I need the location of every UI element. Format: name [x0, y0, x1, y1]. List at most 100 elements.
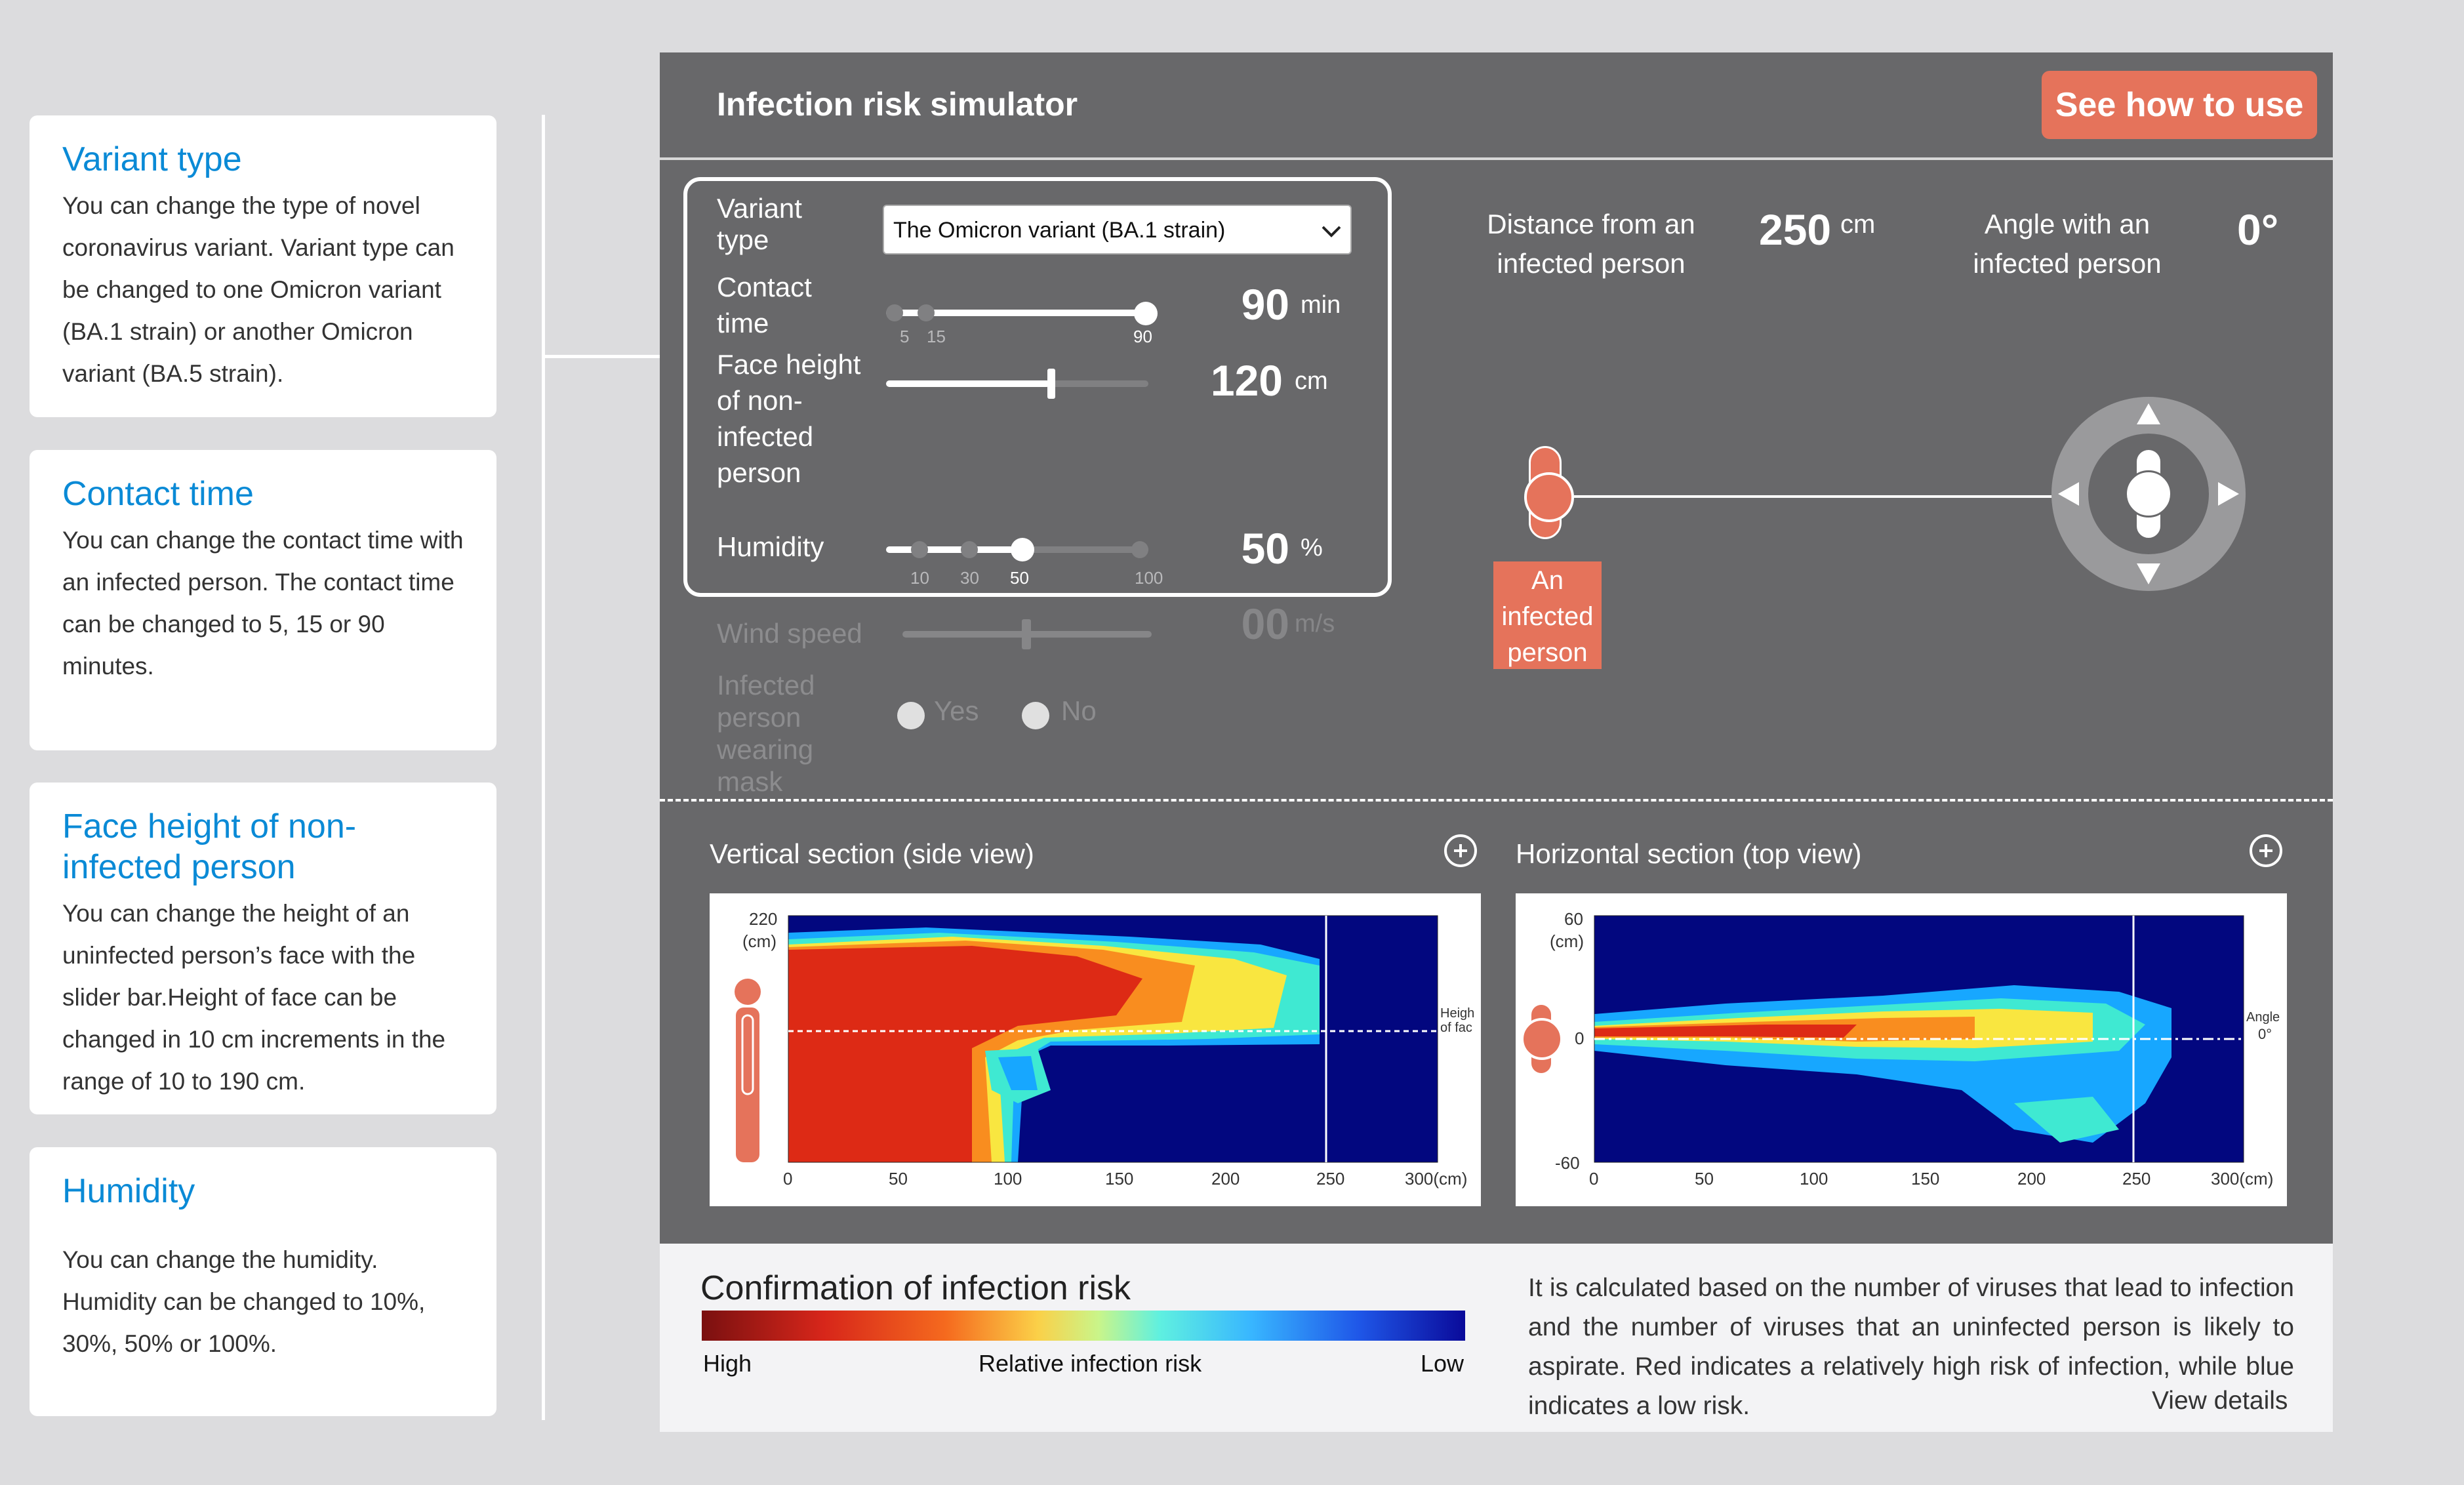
mask-yes-label: Yes — [934, 695, 979, 726]
variant-select[interactable]: The Omicron variant (BA.1 strain) — [883, 205, 1352, 254]
card-title: Humidity — [62, 1172, 195, 1210]
see-how-to-use-button[interactable]: See how to use — [2042, 71, 2317, 139]
wind-speed-label: Wind speed — [717, 618, 862, 649]
x-tick: 200 — [1211, 1169, 1240, 1189]
slider-tick-dot — [961, 541, 978, 558]
card-face-height: Face height of non-infected person You c… — [30, 783, 496, 1114]
mask-no-radio[interactable] — [1022, 702, 1049, 729]
slider-track — [886, 310, 1148, 316]
tick-label: 30 — [960, 568, 979, 588]
slider-track — [1050, 380, 1148, 387]
person-head-icon — [2125, 470, 2172, 518]
side-view-heatmap — [735, 915, 1438, 1163]
infected-person-head-icon — [1524, 472, 1574, 522]
tick-label: 5 — [900, 327, 910, 346]
card-humidity: Humidity You can change the humidity. Hu… — [30, 1147, 496, 1416]
slider-track-filled — [886, 380, 1050, 387]
zoom-in-icon[interactable] — [2250, 834, 2282, 867]
person-head-icon — [735, 979, 761, 1005]
chart-frame — [788, 915, 1438, 1163]
tick-label: 10 — [910, 568, 929, 588]
face-height-label: Face height of non-infected person — [717, 349, 861, 488]
card-body: You can change the contact time with an … — [62, 527, 464, 680]
header-divider — [660, 157, 2333, 160]
face-height-unit: cm — [1295, 367, 1328, 395]
zoom-in-icon[interactable] — [1444, 834, 1477, 867]
x-tick: 50 — [889, 1169, 908, 1189]
distance-label: Distance from an infected person — [1487, 209, 1695, 279]
angle-value: 0° — [2237, 205, 2279, 254]
wind-speed-slider[interactable] — [902, 617, 1152, 656]
face-height-slider[interactable] — [886, 367, 1148, 407]
arrow-left-icon[interactable] — [2057, 481, 2080, 507]
y-axis-top-label: 220 — [749, 909, 778, 929]
legend-mid-label: Relative infection risk — [979, 1350, 1202, 1377]
mask-label: Infected person wearing mask — [717, 670, 815, 797]
slider-track-filled — [886, 546, 1017, 553]
x-tick: 250 — [2122, 1169, 2151, 1189]
angle-label: Angle with an infected person — [1973, 209, 2162, 279]
y-axis-top-label: 60 — [1564, 909, 1583, 929]
x-tick: 150 — [1105, 1169, 1134, 1189]
card-title: Contact time — [62, 475, 254, 513]
tick-label: 90 — [1133, 327, 1152, 346]
top-view-title: Horizontal section (top view) — [1516, 838, 1862, 869]
view-details-link[interactable]: View details — [2152, 1387, 2288, 1415]
x-tick: 150 — [1911, 1169, 1940, 1189]
arrow-right-icon[interactable] — [2217, 481, 2240, 507]
x-tick: 50 — [1695, 1169, 1714, 1189]
x-tick: 0 — [783, 1169, 793, 1189]
legend-area: Confirmation of infection risk High Rela… — [660, 1244, 2333, 1432]
contact-time-slider[interactable] — [886, 296, 1158, 336]
legend-description: It is calculated based on the number of … — [1528, 1274, 2294, 1420]
arrow-up-icon[interactable] — [2135, 402, 2162, 426]
contact-time-label: Contact time — [717, 272, 812, 338]
mask-yes-radio[interactable] — [897, 702, 925, 729]
y-axis-zero-label: 0 — [1575, 1028, 1585, 1048]
x-tick: 0 — [1589, 1169, 1599, 1189]
side-value: 0° — [2258, 1026, 2272, 1042]
x-tick: 250 — [1316, 1169, 1345, 1189]
distance-value: 250 — [1759, 205, 1832, 254]
wind-speed-unit: m/s — [1295, 610, 1335, 638]
simulator-title: Infection risk simulator — [717, 86, 1078, 123]
card-title: Face height of non-infected person — [62, 807, 357, 886]
slider-tick-dot — [918, 304, 935, 321]
top-view-heatmap — [1521, 915, 2244, 1163]
plume-lobe — [2014, 1097, 2119, 1143]
card-body: You can change the height of an uninfect… — [62, 900, 446, 1095]
legend-title: Confirmation of infection risk — [700, 1269, 1131, 1307]
infected-person-label: An infected person — [1493, 561, 1602, 669]
legend-high-label: High — [703, 1350, 752, 1377]
humidity-slider[interactable] — [886, 531, 1148, 571]
card-variant-type: Variant type You can change the type of … — [30, 115, 496, 417]
contact-time-unit: min — [1301, 291, 1341, 319]
person-body-outline — [741, 1014, 754, 1095]
slider-handle[interactable] — [1047, 369, 1055, 399]
x-tick: 300(cm) — [2211, 1169, 2274, 1189]
slider-tick-dot — [886, 304, 903, 321]
humidity-label: Humidity — [717, 531, 824, 562]
arrow-down-icon[interactable] — [2135, 562, 2162, 586]
card-body: You can change the type of novel coronav… — [62, 192, 454, 387]
person-head-icon — [1521, 1018, 1563, 1060]
x-tick: 100 — [994, 1169, 1022, 1189]
chevron-down-icon — [1322, 226, 1341, 237]
card-body: You can change the humidity. Humidity ca… — [62, 1246, 426, 1357]
simulator-panel: Infection risk simulator See how to use … — [660, 52, 2333, 1432]
plume-red — [1594, 1025, 1857, 1038]
side-view-title: Vertical section (side view) — [710, 838, 1034, 869]
side-label: Heigh of fac — [1440, 1006, 1475, 1035]
slider-handle[interactable] — [1134, 302, 1158, 325]
humidity-value: 50 — [1241, 524, 1289, 573]
slider-handle[interactable] — [1011, 538, 1034, 561]
card-contact-time: Contact time You can change the contact … — [30, 450, 496, 750]
distance-line — [1574, 495, 2066, 498]
humidity-unit: % — [1301, 534, 1323, 561]
direction-control[interactable] — [2051, 397, 2246, 591]
tick-label: 50 — [1010, 568, 1029, 588]
distance-unit: cm — [1840, 210, 1876, 239]
top-view-chart: 60 (cm) 0 -60 Angle 0° 0 50 100 150 200 … — [1516, 893, 2287, 1206]
variant-select-value: The Omicron variant (BA.1 strain) — [893, 218, 1226, 243]
slider-handle[interactable] — [1022, 619, 1031, 649]
